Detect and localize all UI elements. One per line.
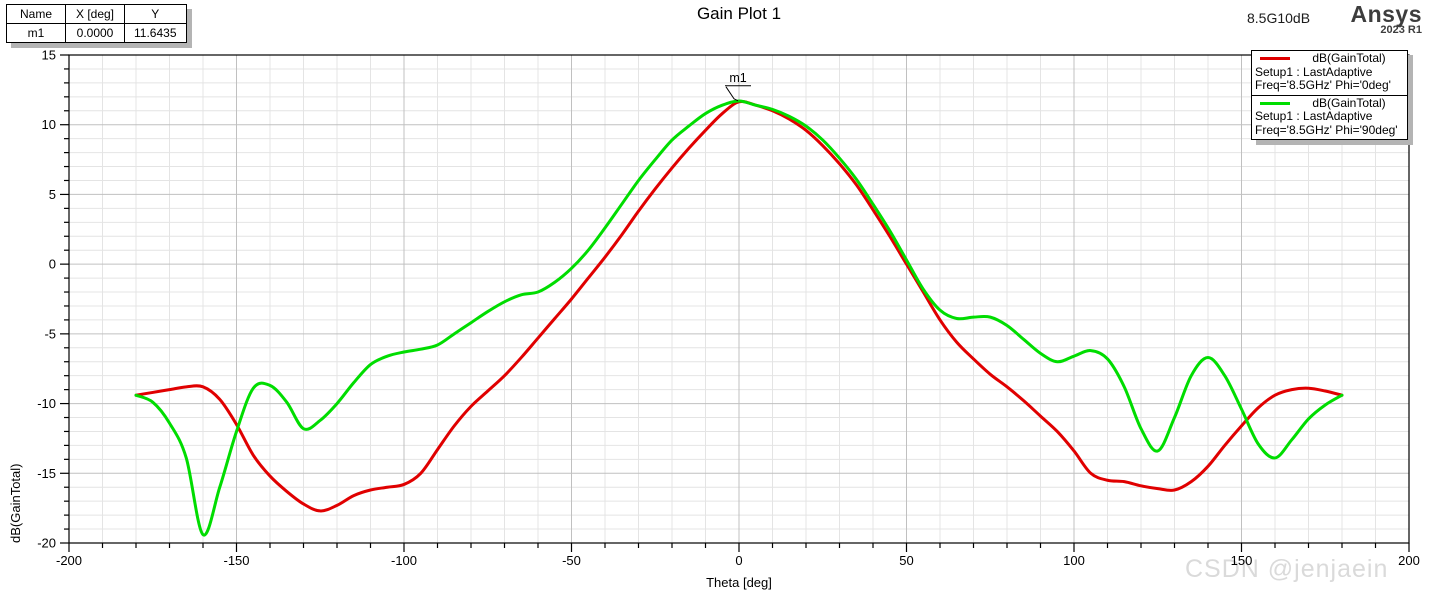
svg-text:-50: -50 [562,553,581,568]
svg-text:0: 0 [735,553,742,568]
legend[interactable]: dB(GainTotal) Setup1 : LastAdaptive Freq… [1251,50,1408,140]
svg-text:-20: -20 [37,536,56,551]
y-axis-label: dB(GainTotal) [8,463,23,543]
marker-table[interactable]: Name X [deg] Y m1 0.0000 11.6435 [6,4,187,43]
legend-label: dB(GainTotal) [1312,95,1386,110]
legend-entry-phi0[interactable]: dB(GainTotal) Setup1 : LastAdaptive Freq… [1251,50,1408,96]
svg-text:100: 100 [1063,553,1085,568]
legend-freq-line: Freq='8.5GHz' Phi='0deg' [1255,78,1391,92]
svg-text:5: 5 [49,187,56,202]
svg-text:m1: m1 [729,71,746,85]
legend-label: dB(GainTotal) [1312,51,1386,65]
svg-text:15: 15 [42,48,56,63]
ansys-version: 2023 R1 [1380,24,1422,36]
svg-text:-150: -150 [223,553,249,568]
marker-x-cell: 0.0000 [65,23,125,43]
project-note: 8.5G10dB [1247,10,1311,26]
marker-col-name: Name [6,4,66,24]
marker-name-cell: m1 [6,23,66,43]
svg-text:-15: -15 [37,466,56,481]
svg-text:-10: -10 [37,396,56,411]
svg-text:-5: -5 [44,326,56,341]
svg-text:-100: -100 [391,553,417,568]
svg-text:150: 150 [1231,553,1253,568]
ansys-logo-text: Ansys [1350,1,1422,27]
x-axis-label: Theta [deg] [706,575,772,590]
legend-setup-line: Setup1 : LastAdaptive [1255,64,1373,79]
svg-text:0: 0 [49,257,56,272]
page-title: Gain Plot 1 [696,4,782,23]
legend-entry-phi90[interactable]: dB(GainTotal) Setup1 : LastAdaptive Freq… [1251,94,1408,140]
svg-text:10: 10 [42,117,56,132]
marker-y-cell: 11.6435 [124,23,187,43]
marker-table-row-m1: m1 0.0000 11.6435 [6,23,187,43]
svg-text:50: 50 [899,553,913,568]
legend-setup-line: Setup1 : LastAdaptive [1255,109,1373,123]
legend-freq-line: Freq='8.5GHz' Phi='90deg' [1255,122,1398,137]
green-line-swatch [1260,101,1290,105]
red-line-swatch [1260,57,1290,61]
svg-text:-200: -200 [56,553,82,568]
marker-table-header-row: Name X [deg] Y [6,4,187,24]
ansys-logo: Ansys 2023 R1 [1350,2,1422,36]
watermark: CSDN @jenjaein [1185,555,1389,583]
svg-text:200: 200 [1398,553,1420,568]
